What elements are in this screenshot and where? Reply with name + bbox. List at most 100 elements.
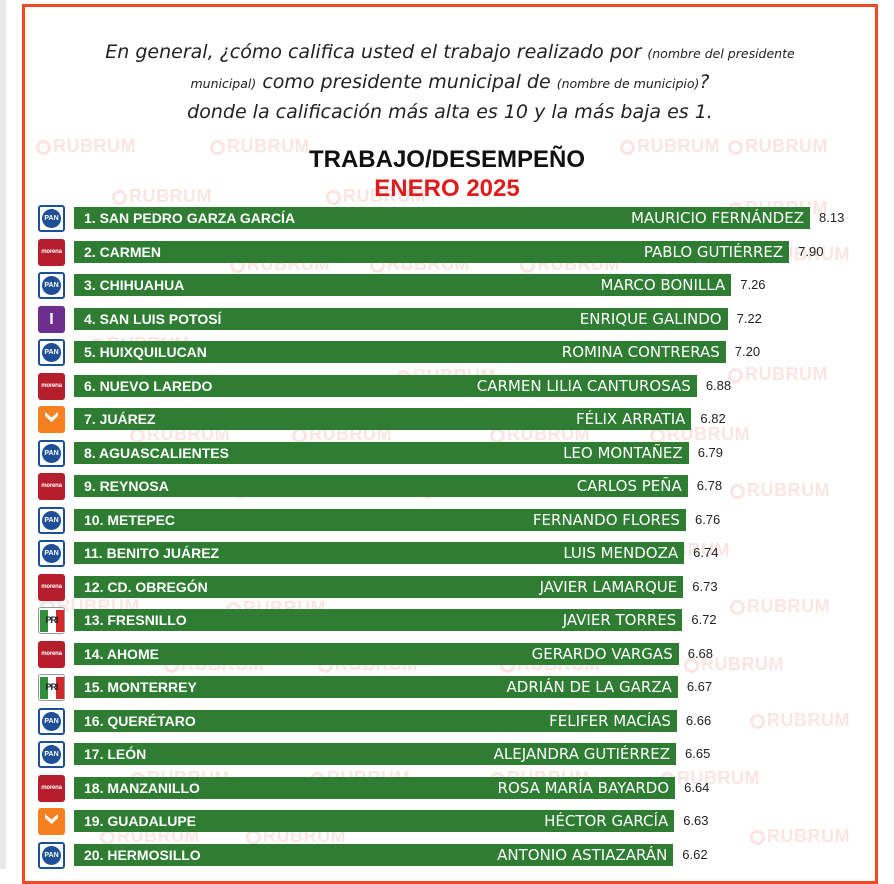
bar: 6. NUEVO LAREDO CARMEN LILIA CANTUROSAS [74, 374, 697, 397]
bar-value-label: 6.74 [693, 545, 719, 560]
survey-question: En general, ¿cómo califica usted el trab… [90, 38, 810, 127]
bar-city-label: 13. FRESNILLO [84, 612, 187, 628]
rubrum-watermark: RUBRUM [112, 186, 212, 207]
independent-logo-icon: I [38, 305, 65, 333]
bar-city-label: 12. CD. OBREGÓN [84, 578, 208, 595]
watermark-text: RUBRUM [343, 186, 426, 206]
bar-city-label: 20. HERMOSILLO [84, 846, 201, 863]
bar-row: PAN 17. LEÓN ALEJANDRA GUTIÉRREZ 6.65 [0, 739, 894, 769]
bar-row: 19. GUADALUPE HÉCTOR GARCÍA 6.63 [0, 806, 894, 836]
watermark-text: RUBRUM [637, 136, 720, 156]
pan-party-logo-icon: PAN [38, 439, 65, 467]
bar-mayor-label: FELIFER MACÍAS [549, 711, 671, 730]
watermark-text: RUBRUM [767, 826, 850, 846]
bar: 5. HUIXQUILUCAN ROMINA CONTRERAS [74, 341, 726, 363]
bar-row: morena 6. NUEVO LAREDO CARMEN LILIA CANTUR… [0, 371, 894, 401]
bar: 12. CD. OBREGÓN JAVIER LAMARQUE [74, 575, 684, 598]
question-note-municipality: (nombre de municipio) [556, 76, 700, 91]
bar-mayor-label: ADRIÁN DE LA GARZA [506, 678, 672, 696]
bar-row: morena 2. CARMEN PABLO GUTIÉRREZ 7.90 [0, 237, 894, 267]
bar: 16. QUERÉTARO FELIFER MACÍAS [74, 709, 677, 732]
bar: 9. REYNOSA CARLOS PEÑA [74, 475, 688, 497]
bar-row: PRI 13. FRESNILLO JAVIER TORRES 6.72 [0, 605, 894, 635]
bar-value-label: 6.72 [691, 612, 717, 627]
bar: 14. AHOME GERARDO VARGAS [74, 642, 679, 665]
bar: 11. BENITO JUÁREZ LUIS MENDOZA [74, 542, 685, 564]
bar-value-label: 7.26 [740, 277, 766, 292]
watermark-text: RUBRUM [53, 136, 136, 156]
bar-value-label: 6.78 [696, 478, 723, 493]
bar-city-label: 15. MONTERREY [84, 679, 197, 695]
rubrum-watermark: RUBRUM [326, 186, 426, 207]
bar-mayor-label: ANTONIO ASTIAZARÁN [497, 845, 668, 864]
morena-party-logo-icon: morena [38, 473, 65, 500]
bar-row: morena 9. REYNOSA CARLOS PEÑA 6.78 [0, 471, 894, 501]
bar-city-label: 18. MANZANILLO [84, 779, 200, 796]
watermark-circle-icon [730, 484, 745, 499]
bar-row: PAN 20. HERMOSILLO ANTONIO ASTIAZARÁN 6.62 [0, 840, 894, 870]
bar-mayor-label: CARLOS PEÑA [576, 477, 682, 495]
bar-city-label: 5. HUIXQUILUCAN [84, 344, 207, 360]
watermark-circle-icon [620, 140, 635, 155]
pan-party-logo-icon: PAN [38, 205, 65, 232]
bar-value-label: 6.68 [687, 645, 714, 661]
bar-city-label: 4. SAN LUIS POTOSÍ [84, 310, 222, 327]
bar: 18. MANZANILLO ROSA MARÍA BAYARDO [74, 776, 676, 799]
bar-row: morena 12. CD. OBREGÓN JAVIER LAMARQUE 6.73 [0, 572, 894, 602]
morena-party-logo-icon: morena [38, 774, 65, 802]
bar-row: morena 18. MANZANILLO ROSA MARÍA BAYARDO 6.… [0, 773, 894, 803]
rubrum-watermark: RUBRUM [684, 654, 784, 675]
bar: 15. MONTERREY ADRIÁN DE LA GARZA [74, 676, 678, 698]
question-part-3: ? [699, 71, 710, 93]
chart-title: TRABAJO/DESEMPEÑO [308, 146, 586, 173]
pan-party-logo-icon: PAN [38, 540, 65, 567]
bar-mayor-label: JAVIER TORRES [562, 611, 677, 629]
watermark-text: RUBRUM [129, 186, 212, 206]
watermark-circle-icon [730, 600, 745, 615]
bar-value-label: 7.90 [798, 243, 824, 259]
pri-prd-coalition-logo-icon: PRI [38, 674, 65, 701]
watermark-circle-icon [728, 140, 743, 155]
bar-row: PAN 11. BENITO JUÁREZ LUIS MENDOZA 6.74 [0, 538, 894, 568]
bar-city-label: 6. NUEVO LAREDO [84, 377, 213, 394]
watermark-circle-icon [326, 190, 341, 205]
watermark-circle-icon [112, 190, 127, 205]
bar-row: PAN 1. SAN PEDRO GARZA GARCÍA MAURICIO FER… [0, 203, 894, 233]
bar-city-label: 19. GUADALUPE [84, 813, 197, 829]
bar-row: PAN 5. HUIXQUILUCAN ROMINA CONTRERAS 7.20 [0, 337, 894, 367]
morena-party-logo-icon: morena [38, 573, 65, 601]
bar-value-label: 6.65 [685, 746, 711, 761]
bar-mayor-label: GERARDO VARGAS [531, 644, 673, 663]
question-part-4: donde la calificación más alta es 10 y l… [187, 101, 713, 123]
bar-mayor-label: HÉCTOR GARCÍA [544, 812, 669, 830]
bar-city-label: 10. METEPEC [84, 511, 176, 528]
bar-value-label: 6.63 [683, 813, 709, 828]
bar-row: PAN 10. METEPEC FERNANDO FLORES 6.76 [0, 505, 894, 535]
rubrum-watermark: RUBRUM [750, 826, 850, 847]
bar-city-label: 17. LEÓN [84, 746, 147, 762]
bar-value-label: 6.79 [697, 444, 723, 460]
bar-row: PAN 16. QUERÉTARO FELIFER MACÍAS 6.66 [0, 706, 894, 736]
bar-mayor-label: ALEJANDRA GUTIÉRREZ [493, 745, 671, 763]
bar-mayor-label: FERNANDO FLORES [532, 510, 680, 529]
bar-mayor-label: FÉLIX ARRATIA [576, 410, 686, 428]
bar-mayor-label: CARMEN LILIA CANTUROSAS [476, 376, 691, 395]
bar-city-label: 11. BENITO JUÁREZ [84, 545, 220, 561]
chart-subtitle: ENERO 2025 [374, 175, 520, 202]
bar-value-label: 8.13 [819, 210, 845, 225]
bar-row: PAN 8. AGUASCALIENTES LEO MONTAÑEZ 6.79 [0, 438, 894, 468]
bar: 8. AGUASCALIENTES LEO MONTAÑEZ [74, 441, 689, 464]
bar: 19. GUADALUPE HÉCTOR GARCÍA [74, 810, 675, 832]
watermark-circle-icon [750, 830, 765, 845]
pri-prd-coalition-logo-icon: PRI [38, 607, 65, 634]
bar-city-label: 7. JUÁREZ [84, 411, 156, 427]
bar-row: PRI 15. MONTERREY ADRIÁN DE LA GARZA 6.67 [0, 672, 894, 702]
bar-value-label: 6.88 [705, 377, 732, 393]
bar-mayor-label: MARCO BONILLA [600, 276, 726, 294]
bar-row: PAN 3. CHIHUAHUA MARCO BONILLA 7.26 [0, 270, 894, 300]
bar-mayor-label: ROSA MARÍA BAYARDO [497, 778, 670, 797]
bar: 4. SAN LUIS POTOSÍ ENRIQUE GALINDO [74, 307, 728, 330]
bar-mayor-label: ENRIQUE GALINDO [579, 309, 722, 328]
pan-party-logo-icon: PAN [38, 841, 65, 869]
